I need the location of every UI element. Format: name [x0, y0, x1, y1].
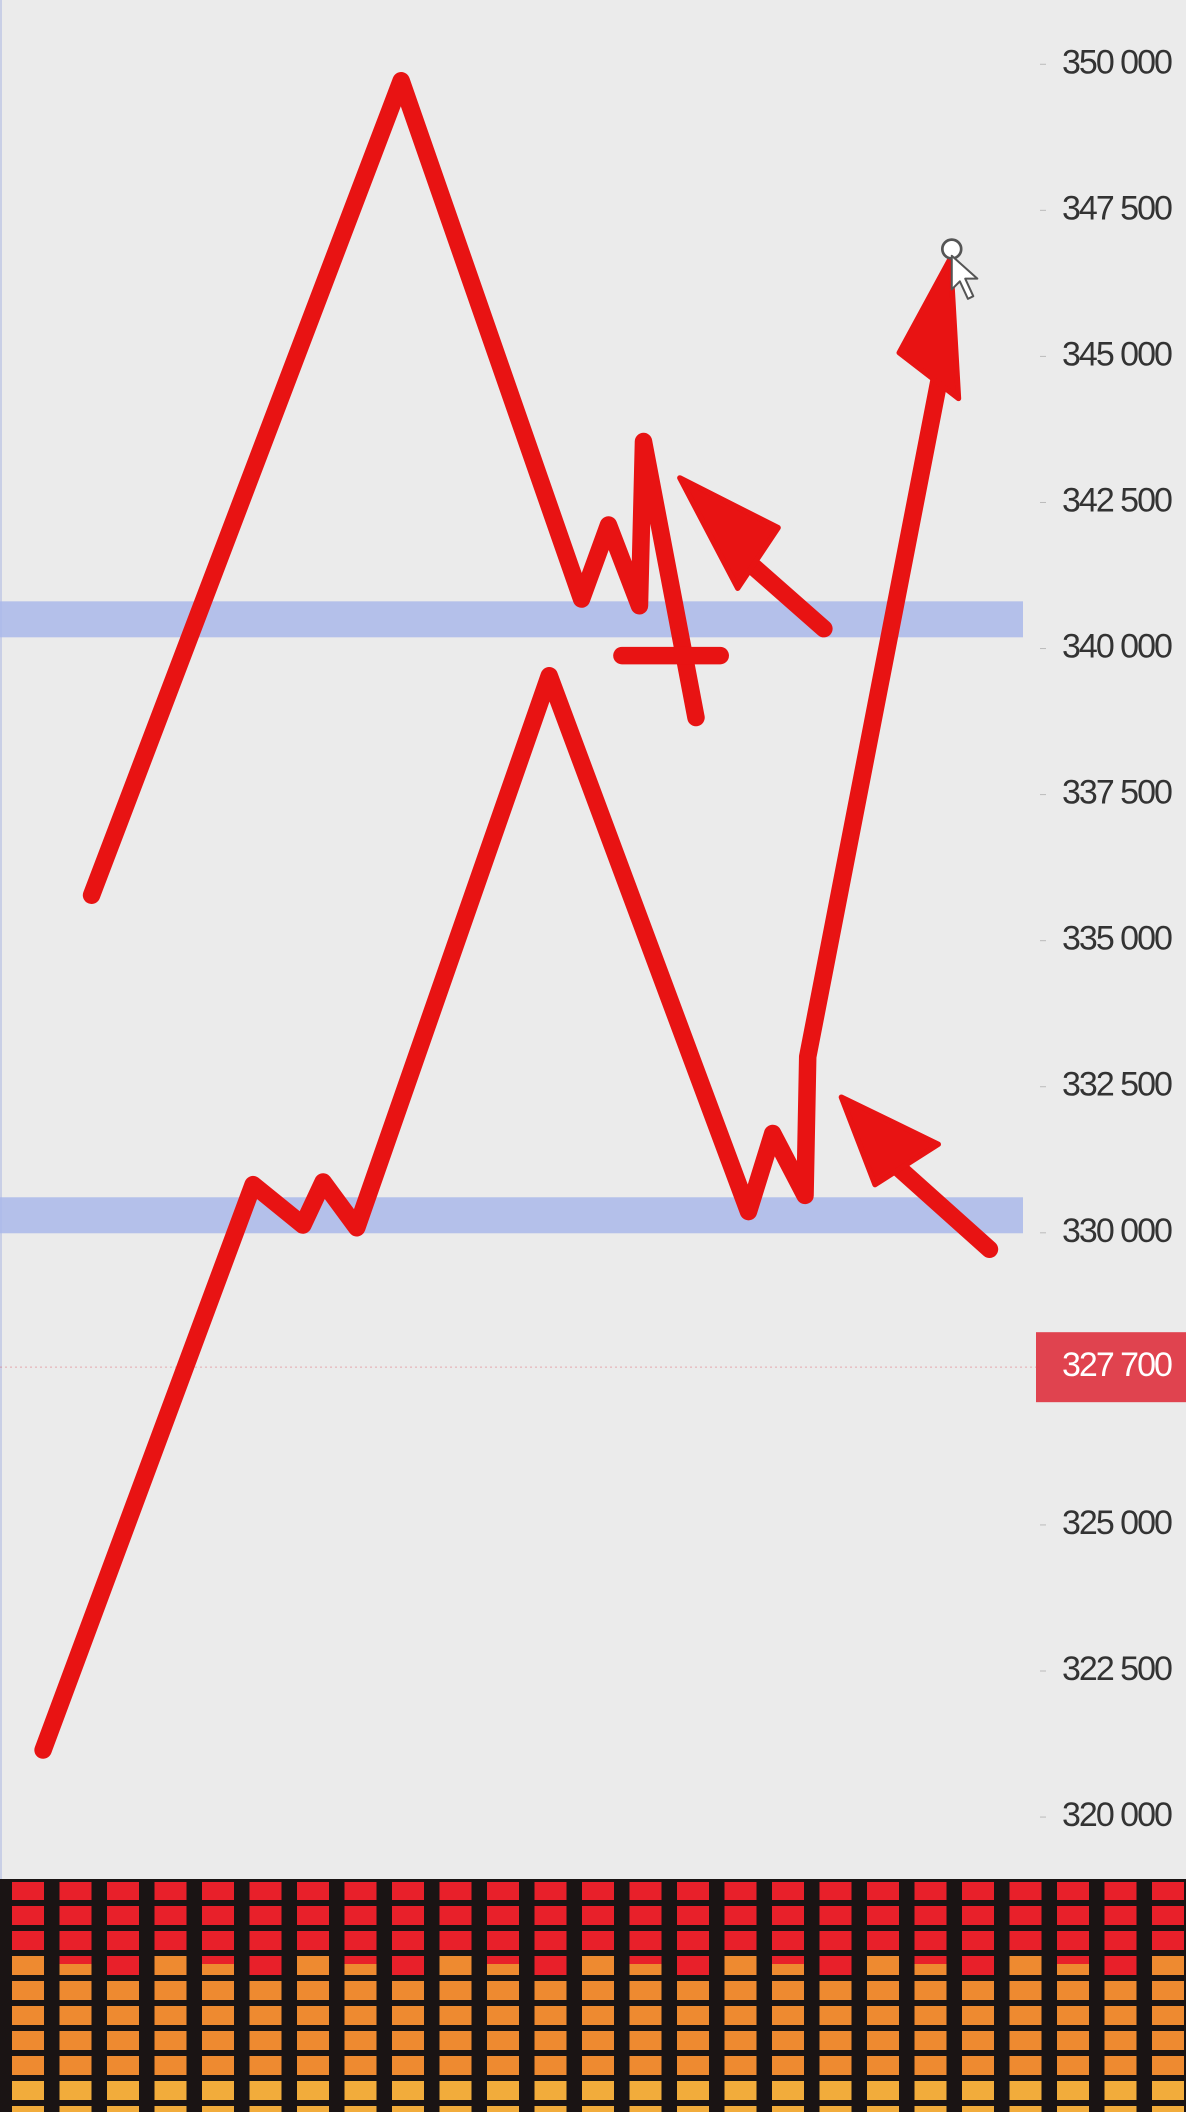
volume-red: [724, 1882, 757, 1952]
y-axis: 350 000 347 500 345 000 342 500 340 000 337 5…: [1036, 43, 1186, 1834]
volume-yellow: [439, 2080, 472, 2112]
y-tick-label: 320 000: [1062, 1796, 1172, 1834]
arrow-head: [677, 475, 781, 591]
volume-yellow: [629, 2080, 662, 2112]
volume-yellow: [867, 2080, 899, 2112]
volume-yellow: [534, 2080, 567, 2112]
volume-yellow: [249, 2080, 282, 2112]
volume-yellow: [819, 2080, 852, 2112]
last-price-box: [1036, 1332, 1186, 1403]
volume-divider: [0, 1975, 1186, 1981]
y-tick-label: 337 500: [1062, 774, 1172, 812]
volume-strip: [0, 1879, 1186, 2112]
y-tick-label: 335 000: [1062, 920, 1172, 958]
volume-divider: [0, 2100, 1186, 2106]
support-level: [0, 601, 1023, 638]
volume-yellow: [202, 2080, 234, 2112]
y-tick-label: 325 000: [1062, 1504, 1172, 1542]
levels: [0, 601, 1036, 1368]
volume-yellow: [677, 2080, 709, 2112]
volume-yellow: [154, 2080, 187, 2112]
volume-yellow: [1009, 2080, 1042, 2112]
arrow-head: [838, 1094, 941, 1188]
volume-yellow: [914, 2080, 947, 2112]
upper-zigzag: [82, 72, 705, 904]
volume-yellow: [344, 2080, 377, 2112]
volume-divider: [0, 1900, 1186, 1906]
y-tick-label: 345 000: [1062, 335, 1172, 373]
volume-yellow: [392, 2080, 424, 2112]
drawings: [34, 72, 999, 1759]
volume-yellow: [772, 2080, 804, 2112]
volume-yellow: [962, 2080, 994, 2112]
y-tick-label: 330 000: [1062, 1212, 1172, 1250]
volume-yellow: [724, 2080, 757, 2112]
volume-red: [1152, 1882, 1184, 1952]
y-tick-label: 332 500: [1062, 1066, 1172, 1104]
support-level: [0, 1197, 1023, 1234]
volume-yellow: [1057, 2080, 1089, 2112]
volume-divider: [0, 1925, 1186, 1931]
volume-divider: [0, 2000, 1186, 2006]
volume-red: [297, 1882, 329, 1952]
volume-red: [867, 1882, 899, 1952]
volume-yellow: [59, 2080, 92, 2112]
volume-red: [582, 1882, 614, 1952]
y-tick-label: 342 500: [1062, 481, 1172, 519]
volume-yellow: [12, 2080, 44, 2112]
lower-zigzag: [34, 354, 952, 1759]
volume-yellow: [1104, 2080, 1137, 2112]
volume-divider: [0, 2025, 1186, 2031]
volume-red: [12, 1882, 44, 1952]
volume-red: [439, 1882, 472, 1952]
volume-red: [1009, 1882, 1042, 1952]
y-tick-label: 347 500: [1062, 189, 1172, 227]
volume-divider: [0, 2050, 1186, 2056]
volume-yellow: [582, 2080, 614, 2112]
volume-divider: [0, 1950, 1186, 1956]
y-tick-label: 322 500: [1062, 1650, 1172, 1688]
arrow-head: [896, 255, 962, 402]
y-tick-label: 340 000: [1062, 628, 1172, 666]
y-tick-label: 350 000: [1062, 43, 1172, 81]
volume-yellow: [487, 2080, 519, 2112]
volume-yellow: [297, 2080, 329, 2112]
arrow-shaft: [890, 1159, 999, 1259]
cursor-pointer: [950, 254, 979, 300]
chart-background: [0, 0, 1186, 1879]
volume-yellow: [107, 2080, 139, 2112]
volume-yellow: [1152, 2080, 1184, 2112]
volume-red: [154, 1882, 187, 1952]
last-price-label: 327 700: [1062, 1346, 1172, 1384]
volume-divider: [0, 2075, 1186, 2081]
